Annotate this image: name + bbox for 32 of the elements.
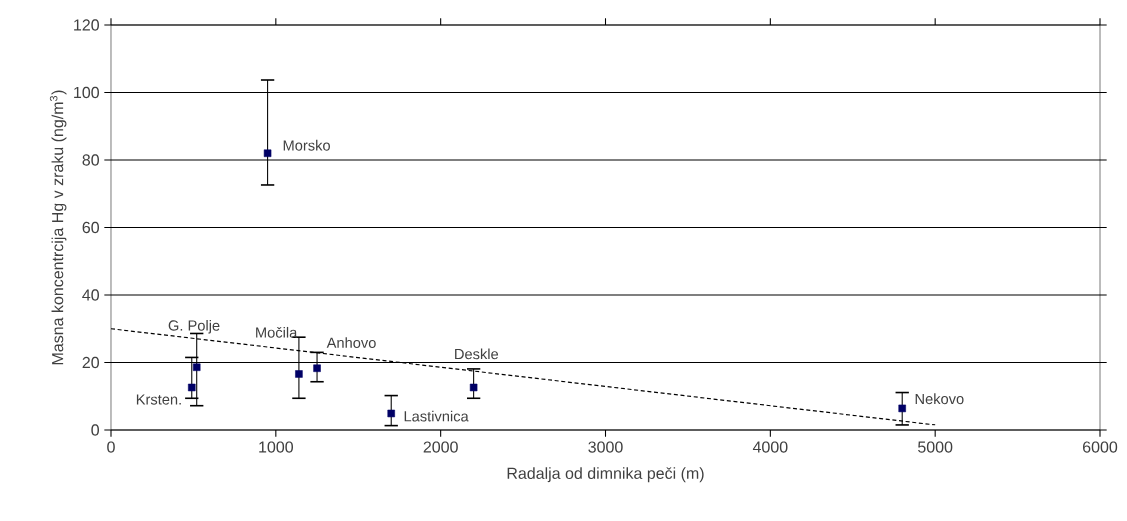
point xyxy=(295,370,303,378)
y-tick-label: 100 xyxy=(74,86,99,99)
y-tick-label: 0 xyxy=(91,424,100,436)
x-tick-label: 2000 xyxy=(423,441,458,453)
annotation: Lastivnica xyxy=(404,410,469,422)
point xyxy=(313,364,321,372)
annotation: Krsten. xyxy=(136,394,181,405)
y-tick-label: 60 xyxy=(82,221,99,234)
point xyxy=(263,149,272,157)
x-tick-label: 1000 xyxy=(259,441,294,453)
x-tick-label: 3000 xyxy=(588,441,623,453)
point xyxy=(192,363,201,371)
y-tick-label: 120 xyxy=(74,19,99,31)
annotation: Deskle xyxy=(455,348,499,360)
y-tick-label: 80 xyxy=(82,154,99,166)
point xyxy=(188,383,196,392)
y-tick-label: 20 xyxy=(82,356,99,369)
x-tick-label: 5000 xyxy=(918,441,953,453)
annotation: G. Polje xyxy=(168,319,220,334)
x-tick-label: 6000 xyxy=(1083,441,1118,453)
point xyxy=(898,404,906,413)
annotation: Morsko xyxy=(283,139,330,151)
x-tick-label: 4000 xyxy=(752,441,788,453)
x-tick-label: 0 xyxy=(107,441,115,453)
y-tick-label: 40 xyxy=(82,289,99,301)
x-axis-title: Radalja od dimnika peči (m) xyxy=(507,467,704,483)
annotation: Močila xyxy=(256,326,298,338)
point xyxy=(469,383,478,392)
y-axis-title: Masna koncentrcija Hg v zraku (ng/m$^{3}$) xyxy=(49,90,67,365)
annotation: Nekovo xyxy=(915,393,964,405)
point xyxy=(387,409,395,418)
annotation: Anhovo xyxy=(326,337,376,348)
